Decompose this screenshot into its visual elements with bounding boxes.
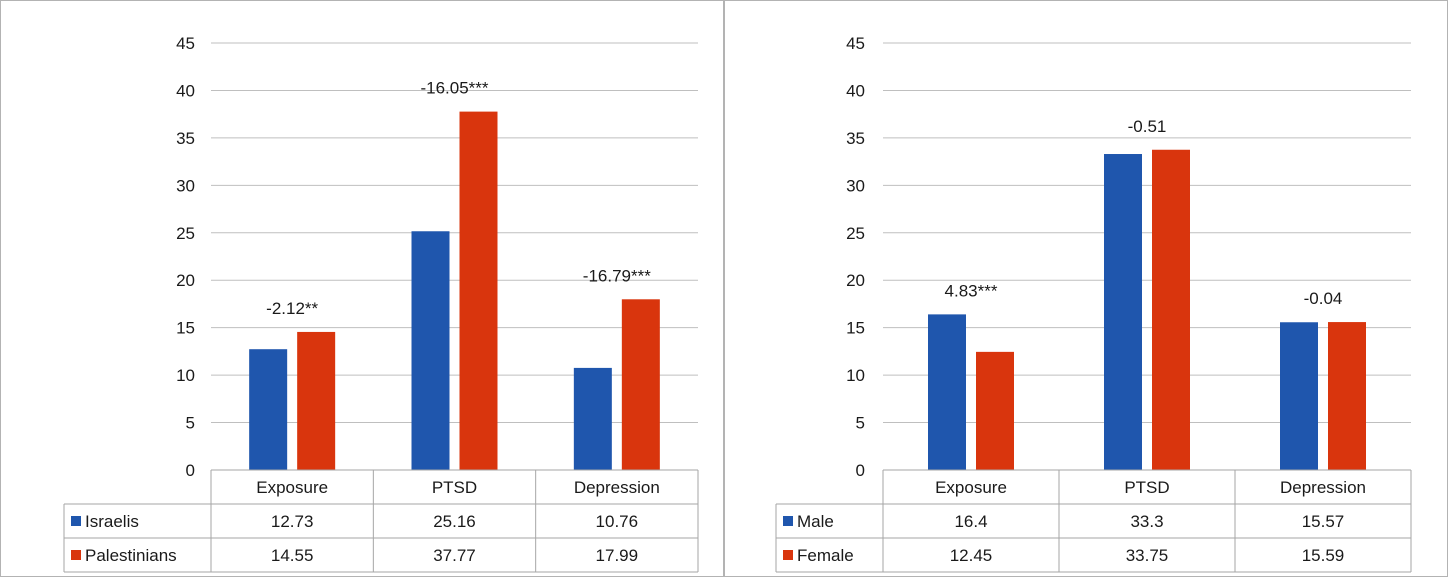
bar-annotation: -16.05*** [420, 79, 488, 98]
y-tick-label: 30 [176, 176, 195, 195]
data-label: 12.45 [950, 546, 993, 565]
category-label: Exposure [256, 478, 328, 497]
y-tick-label: 10 [846, 366, 865, 385]
y-tick-label: 25 [176, 224, 195, 243]
legend-swatch [783, 516, 793, 526]
bar-israelis [249, 349, 288, 470]
y-tick-label: 5 [186, 414, 195, 433]
data-label: 16.4 [954, 512, 987, 531]
y-tick-label: 5 [856, 414, 865, 433]
y-tick-label: 30 [846, 176, 865, 195]
bar-palestinians [297, 331, 336, 470]
data-label: 14.55 [271, 546, 314, 565]
bar-israelis [411, 231, 450, 470]
bar-female [1152, 149, 1190, 470]
y-tick-label: 15 [176, 319, 195, 338]
bar-male [1280, 322, 1318, 470]
y-tick-label: 35 [176, 129, 195, 148]
category-label: Exposure [935, 478, 1007, 497]
bar-annotation: -2.12** [266, 299, 318, 318]
data-label: 15.59 [1302, 546, 1345, 565]
data-label: 25.16 [433, 512, 476, 531]
data-label: 37.77 [433, 546, 476, 565]
data-label: 10.76 [596, 512, 639, 531]
category-label: PTSD [432, 478, 477, 497]
data-label: 12.73 [271, 512, 314, 531]
data-label: 17.99 [596, 546, 639, 565]
y-tick-label: 15 [846, 319, 865, 338]
y-tick-label: 45 [176, 34, 195, 53]
legend-label: Palestinians [85, 546, 177, 565]
y-tick-label: 45 [846, 34, 865, 53]
bar-male [928, 314, 966, 470]
y-tick-label: 0 [856, 461, 865, 480]
y-tick-label: 35 [846, 129, 865, 148]
y-tick-label: 40 [176, 81, 195, 100]
bar-male [1104, 154, 1142, 470]
y-tick-label: 20 [176, 271, 195, 290]
category-label: Depression [1280, 478, 1366, 497]
data-label: 15.57 [1302, 512, 1345, 531]
bar-palestinians [621, 299, 660, 470]
bar-annotation: -0.51 [1128, 117, 1167, 136]
y-tick-label: 10 [176, 366, 195, 385]
legend-label: Female [797, 546, 854, 565]
bar-israelis [573, 367, 612, 470]
y-tick-label: 0 [186, 461, 195, 480]
legend-label: Israelis [85, 512, 139, 531]
legend-swatch [71, 550, 81, 560]
bar-annotation: -0.04 [1304, 289, 1343, 308]
y-tick-label: 20 [846, 271, 865, 290]
legend-swatch [71, 516, 81, 526]
bar-palestinians [459, 111, 498, 470]
category-label: PTSD [1124, 478, 1169, 497]
data-label: 33.75 [1126, 546, 1169, 565]
bar-annotation: 4.83*** [945, 281, 998, 300]
y-tick-label: 40 [846, 81, 865, 100]
bar-annotation: -16.79*** [583, 266, 651, 285]
bar-female [976, 351, 1014, 470]
data-label: 33.3 [1130, 512, 1163, 531]
category-label: Depression [574, 478, 660, 497]
y-tick-label: 25 [846, 224, 865, 243]
bar-female [1328, 322, 1366, 470]
legend-label: Male [797, 512, 834, 531]
legend-swatch [783, 550, 793, 560]
